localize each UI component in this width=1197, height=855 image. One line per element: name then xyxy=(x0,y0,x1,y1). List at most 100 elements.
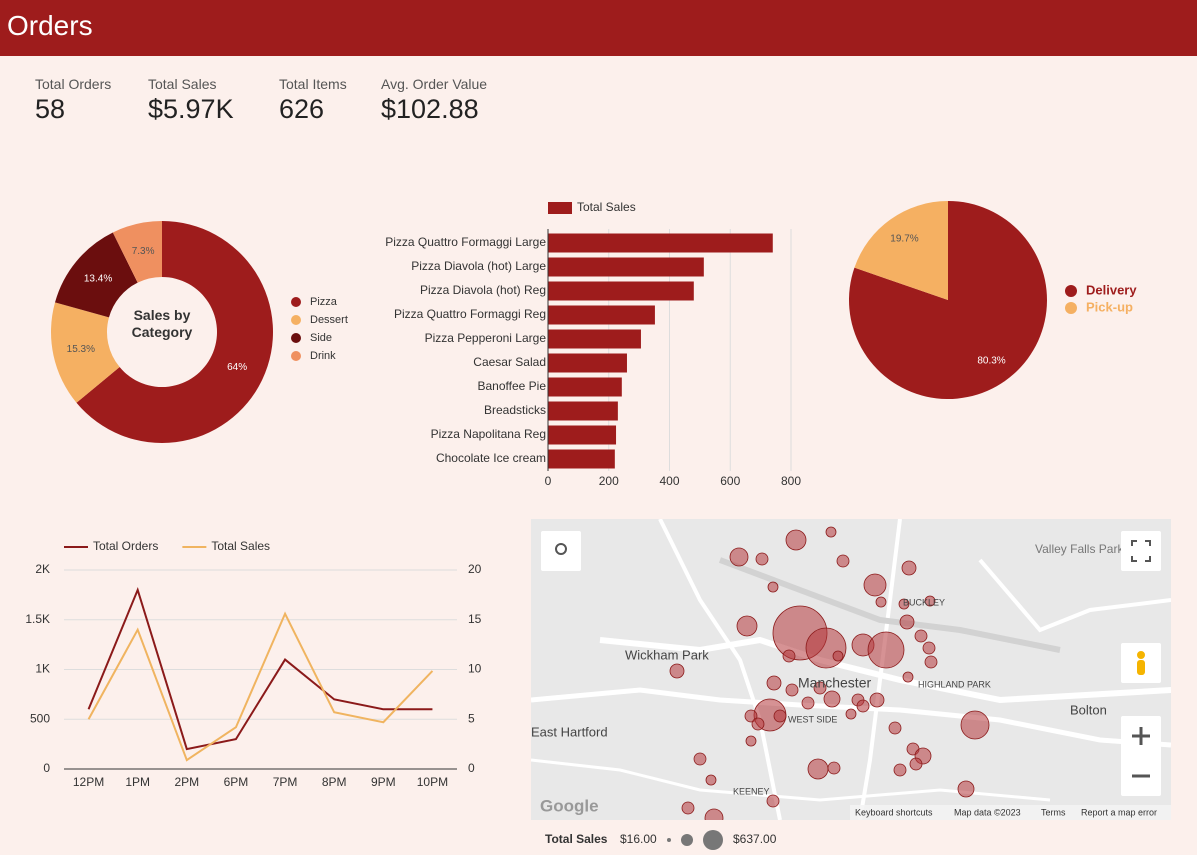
legend-label: Total Sales xyxy=(211,539,270,553)
map-bubble xyxy=(766,794,780,808)
map-legend-title: Total Sales xyxy=(545,832,608,846)
map-legend-min: $16.00 xyxy=(620,832,657,846)
map-footer[interactable]: Report a map error xyxy=(1081,807,1157,817)
x-tick-label: 800 xyxy=(781,474,801,488)
pie-slice xyxy=(112,221,162,283)
locate-button[interactable] xyxy=(541,531,581,571)
map-label: Valley Falls Park xyxy=(1035,542,1124,556)
y-tick-label: Pizza Diavola (hot) Reg xyxy=(420,283,546,297)
map-bubble xyxy=(888,721,902,735)
map-bubble xyxy=(836,554,850,568)
map-bubble xyxy=(705,774,717,786)
map-bubble xyxy=(767,581,779,593)
map-label: Manchester xyxy=(798,675,871,691)
y2-tick-label: 20 xyxy=(468,562,482,576)
legend-swatch xyxy=(548,202,572,214)
map-label: KEENEY xyxy=(733,786,770,796)
map-bubble xyxy=(914,629,928,643)
map-bubble xyxy=(909,757,923,771)
legend-swatch xyxy=(291,297,301,307)
map-footer[interactable]: Terms xyxy=(1041,807,1066,817)
map-bubble xyxy=(785,529,807,551)
map-bubble xyxy=(766,675,782,691)
kpi: Total Items 626 xyxy=(279,76,347,125)
road xyxy=(858,519,902,820)
bar xyxy=(548,449,615,469)
map[interactable]: Wickham Park Manchester East Hartford Bo… xyxy=(531,519,1171,827)
map-bubble xyxy=(960,710,990,740)
x-tick-label: 8PM xyxy=(322,775,347,789)
kpi: Avg. Order Value $102.88 xyxy=(381,76,487,125)
map-label: East Hartford xyxy=(531,724,608,739)
kpi-label: Total Sales xyxy=(148,76,217,92)
map-bubble xyxy=(785,683,799,697)
map-bubble xyxy=(801,696,815,710)
x-tick-label: 1PM xyxy=(125,775,150,789)
map-bubble xyxy=(681,801,695,815)
slice-label: 64% xyxy=(227,362,247,373)
road xyxy=(658,519,782,820)
y-tick-label: Banoffee Pie xyxy=(477,379,546,393)
map-footer[interactable]: Keyboard shortcuts xyxy=(855,807,933,817)
map-bubble xyxy=(755,552,769,566)
map-bubble xyxy=(823,690,841,708)
bar xyxy=(548,305,655,325)
legend-label: Delivery xyxy=(1086,282,1137,297)
kpi-value: $102.88 xyxy=(381,94,479,124)
kpi-label: Total Items xyxy=(279,76,347,92)
map-bubble xyxy=(669,663,685,679)
map-bubble xyxy=(751,717,765,731)
y-tick-label: Pizza Pepperoni Large xyxy=(425,331,547,345)
legend-label: Dessert xyxy=(310,314,348,326)
map-bubble xyxy=(825,526,837,538)
legend-dot xyxy=(681,834,693,846)
x-tick-label: 200 xyxy=(599,474,619,488)
bar xyxy=(548,233,773,253)
pegman-icon xyxy=(1137,660,1145,675)
map-bubble xyxy=(924,655,938,669)
map-bubble xyxy=(867,631,905,669)
x-tick-label: 400 xyxy=(659,474,679,488)
header: Orders xyxy=(0,0,1197,56)
legend-label: Total Sales xyxy=(577,200,636,214)
bar xyxy=(548,281,694,301)
y-tick-label: 500 xyxy=(30,711,50,725)
map-bubble xyxy=(924,595,936,607)
legend-label: Total Orders xyxy=(93,539,158,553)
map-bubble xyxy=(805,627,847,669)
x-tick-label: 10PM xyxy=(417,775,448,789)
kpi: Total Sales $5.97K xyxy=(148,76,234,125)
kpi-label: Avg. Order Value xyxy=(381,76,488,92)
legend-swatch xyxy=(1065,302,1077,314)
legend-dot xyxy=(703,830,723,850)
slice-label: 80.3% xyxy=(977,356,1005,367)
map-footer: Map data ©2023 xyxy=(954,807,1021,817)
donut-title: Sales by Category xyxy=(131,307,193,340)
fullscreen-button[interactable] xyxy=(1121,531,1161,571)
map-bubble xyxy=(898,598,910,610)
pie-slice xyxy=(854,201,948,300)
bar xyxy=(548,377,622,397)
map-bubble xyxy=(922,641,936,655)
legend-label: Pizza xyxy=(310,296,338,308)
map-logo: Google xyxy=(540,796,599,815)
slice-label: 13.4% xyxy=(84,274,112,285)
bar xyxy=(548,401,618,421)
zoom-control xyxy=(1121,716,1161,796)
map-bubble xyxy=(899,614,915,630)
road xyxy=(531,687,1171,748)
pie-slice xyxy=(55,232,138,318)
map-bubble xyxy=(901,560,917,576)
zoom-in[interactable] xyxy=(1132,727,1150,745)
road xyxy=(978,558,1171,633)
legend-dot xyxy=(667,838,671,842)
y-tick-label: Pizza Quattro Formaggi Large xyxy=(385,235,546,249)
map-bubble xyxy=(813,681,827,695)
y-tick-label: 1K xyxy=(35,662,50,676)
map-legend-max: $637.00 xyxy=(733,832,777,846)
legend-swatch xyxy=(291,333,301,343)
map-label: BUCKLEY xyxy=(903,597,945,607)
legend-swatch xyxy=(291,351,301,361)
locate-icon xyxy=(555,543,567,555)
